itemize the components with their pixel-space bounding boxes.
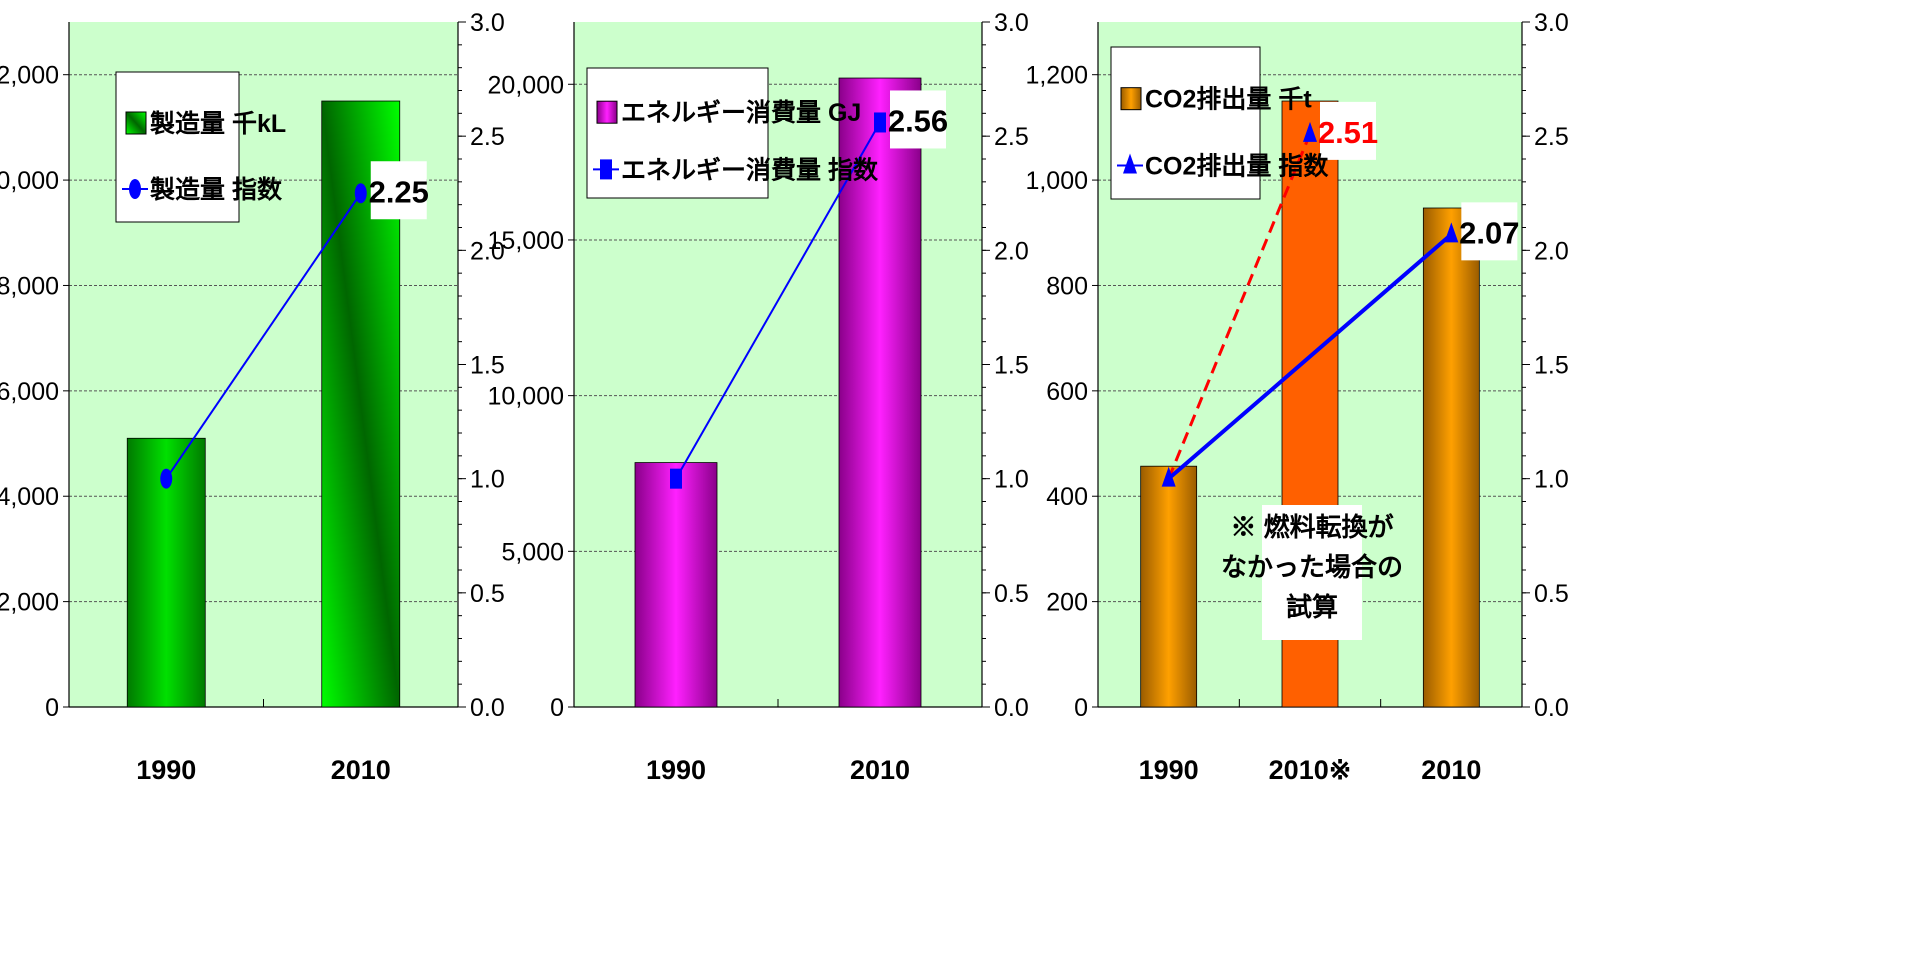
line-marker (874, 112, 886, 133)
y2-tick-label: 0.0 (470, 694, 505, 722)
y2-tick-label: 1.5 (994, 352, 1029, 380)
annotation-text: 試算 (1286, 592, 1338, 622)
legend-swatch (125, 111, 147, 135)
y2-tick-label: 2.0 (1534, 237, 1569, 265)
y2-tick-label: 2.5 (470, 123, 505, 151)
y2-tick-label: 1.0 (1534, 466, 1569, 494)
index-line (1167, 232, 1453, 481)
y-tick-label: 1,200 (1025, 62, 1088, 90)
data-label-box (1320, 101, 1376, 160)
y-tick-label: 0 (45, 694, 59, 722)
y-tick-label: 10,000 (488, 383, 564, 411)
legend-box (586, 67, 769, 199)
y2-tick-label: 2.0 (994, 237, 1029, 265)
annotation-text: なかった場合の (1221, 552, 1403, 582)
index-line (165, 192, 362, 480)
y2-tick-label: 0.5 (994, 580, 1029, 608)
y2-tick-label: 1.5 (470, 352, 505, 380)
y-tick-label: 6,000 (0, 378, 59, 406)
line-marker (670, 468, 682, 489)
bar (838, 77, 922, 708)
data-label: 2.51 (1318, 115, 1378, 150)
chart-panel-3: 0 200 400 600 800 1,000 1,200 0.0 0.5 1.0 1.5 2.0 2.… (1025, 9, 1568, 785)
legend-label: 製造量 千kL (149, 110, 286, 138)
y-tick-label: 20,000 (488, 71, 564, 99)
y2-tick-label: 0.5 (1534, 580, 1569, 608)
bar (634, 462, 718, 708)
line-marker (354, 183, 367, 204)
annotation-text: ※ 燃料転換が (1230, 512, 1393, 542)
x-tick-label: 2010 (850, 755, 910, 785)
y-tick-label: 0 (550, 694, 564, 722)
data-label: 2.56 (888, 103, 948, 138)
data-label: 2.25 (369, 174, 429, 209)
y-tick-label: 400 (1046, 483, 1088, 511)
dashed-line (1167, 133, 1312, 480)
y-tick-label: 200 (1046, 589, 1088, 617)
chart-panel-1: 0 2,000 4,000 6,000 8,000 10,000 12,000 0.0 0.5 1… (0, 9, 505, 785)
y2-tick-label: 1.0 (470, 466, 505, 494)
y2-tick-label: 3.0 (1534, 9, 1569, 37)
line-marker (160, 468, 173, 489)
y-tick-label: 12,000 (0, 62, 59, 90)
y-tick-label: 0 (1074, 694, 1088, 722)
y2-tick-label: 0.0 (994, 694, 1029, 722)
y2-tick-label: 1.0 (994, 466, 1029, 494)
y-tick-label: 5,000 (501, 538, 564, 566)
x-tick-label: 1990 (646, 755, 706, 785)
data-label-box (370, 161, 427, 220)
x-tick-label: 2010 (331, 755, 391, 785)
data-label-box (1461, 202, 1518, 261)
y2-tick-label: 2.0 (470, 237, 505, 265)
line-marker (1303, 121, 1317, 142)
y-tick-label: 1,000 (1025, 167, 1088, 195)
legend: 製造量 千kL 製造量 指数 (115, 71, 286, 223)
y-tick-label: 8,000 (0, 272, 59, 300)
y2-tick-label: 2.5 (994, 123, 1029, 151)
legend-swatch (596, 100, 618, 124)
x-tick-label: 2010 (1421, 755, 1481, 785)
index-line (675, 121, 881, 480)
line-marker (1161, 466, 1176, 487)
line-marker (1444, 222, 1459, 243)
legend: CO2排出量 千t CO2排出量 指数 (1110, 46, 1329, 200)
legend-label: CO2排出量 千t (1145, 86, 1312, 114)
annotation-box (1262, 505, 1362, 640)
legend-box (1110, 46, 1261, 200)
legend-label: エネルギー消費量 GJ (621, 99, 861, 127)
legend-label: 製造量 指数 (149, 176, 283, 204)
x-tick-label: 2010※ (1269, 755, 1352, 785)
data-label: 2.07 (1459, 215, 1519, 250)
x-tick-label: 1990 (136, 755, 196, 785)
y-tick-label: 4,000 (0, 483, 59, 511)
y-tick-label: 800 (1046, 272, 1088, 300)
chart-panel-2: 0 5,000 10,000 15,000 20,000 0.0 0.5 1.0 1.5 2.0 2… (488, 9, 1029, 785)
bar (1422, 207, 1480, 708)
data-label-box (890, 90, 946, 149)
y-tick-label: 600 (1046, 378, 1088, 406)
y2-tick-label: 3.0 (470, 9, 505, 37)
y-tick-label: 15,000 (488, 227, 564, 255)
y2-tick-label: 2.5 (1534, 123, 1569, 151)
legend-label: エネルギー消費量 指数 (621, 156, 879, 184)
y2-tick-label: 3.0 (994, 9, 1029, 37)
y2-tick-label: 1.5 (1534, 352, 1569, 380)
legend-label: CO2排出量 指数 (1145, 153, 1329, 181)
y2-tick-label: 0.5 (470, 580, 505, 608)
line-marker (129, 179, 141, 199)
line-marker (1123, 153, 1137, 174)
legend-swatch (1120, 87, 1142, 111)
y-tick-label: 2,000 (0, 589, 59, 617)
y-tick-label: 10,000 (0, 167, 59, 195)
legend: エネルギー消費量 GJ エネルギー消費量 指数 (586, 67, 879, 199)
y2-tick-label: 0.0 (1534, 694, 1569, 722)
line-marker (600, 159, 612, 180)
x-tick-label: 1990 (1139, 755, 1199, 785)
bar (1140, 465, 1198, 708)
